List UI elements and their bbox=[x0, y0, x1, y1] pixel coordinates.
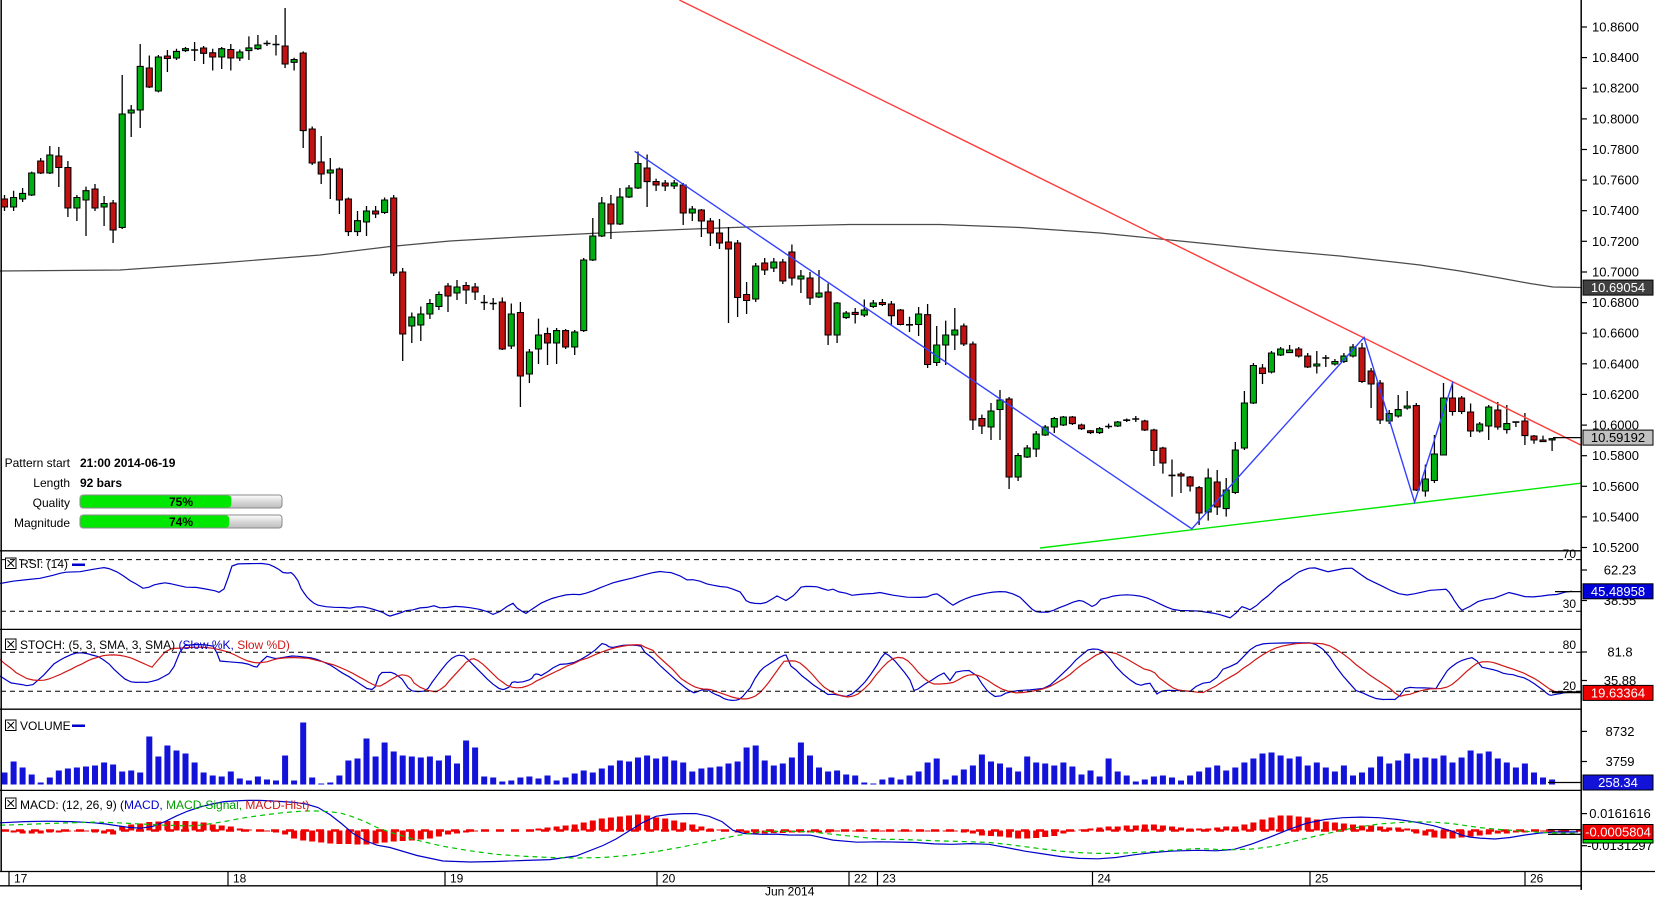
svg-text:30: 30 bbox=[1563, 597, 1577, 611]
svg-text:10.5400: 10.5400 bbox=[1592, 509, 1639, 524]
svg-text:81.8: 81.8 bbox=[1607, 645, 1632, 660]
svg-text:-0.0005804: -0.0005804 bbox=[1585, 825, 1651, 840]
svg-text:17: 17 bbox=[14, 872, 28, 886]
svg-text:19.63364: 19.63364 bbox=[1591, 685, 1645, 700]
svg-text:62.23: 62.23 bbox=[1604, 563, 1637, 578]
svg-text:35.88: 35.88 bbox=[1604, 673, 1637, 688]
svg-text:10.8600: 10.8600 bbox=[1592, 20, 1639, 35]
svg-text:Pattern start: Pattern start bbox=[5, 456, 71, 470]
svg-text:10.5600: 10.5600 bbox=[1592, 479, 1639, 494]
svg-text:Jun 2014: Jun 2014 bbox=[765, 885, 815, 897]
svg-text:Quality: Quality bbox=[33, 496, 70, 510]
svg-text:Length: Length bbox=[33, 476, 70, 490]
svg-text:24: 24 bbox=[1098, 872, 1112, 886]
svg-text:19: 19 bbox=[450, 872, 464, 886]
svg-text:8732: 8732 bbox=[1606, 724, 1635, 739]
svg-text:10.7600: 10.7600 bbox=[1592, 173, 1639, 188]
svg-text:10.59192: 10.59192 bbox=[1591, 430, 1645, 445]
svg-text:STOCH: (5, 3, SMA, 3, SMA) (Sl: STOCH: (5, 3, SMA, 3, SMA) (Slow %K, Slo… bbox=[20, 638, 290, 652]
svg-text:MACD: (12, 26, 9) (MACD, MACD-: MACD: (12, 26, 9) (MACD, MACD-Signal, MA… bbox=[20, 798, 309, 812]
svg-text:22: 22 bbox=[854, 872, 868, 886]
svg-text:10.5200: 10.5200 bbox=[1592, 540, 1639, 555]
svg-text:25: 25 bbox=[1315, 872, 1329, 886]
svg-text:258.34: 258.34 bbox=[1598, 775, 1638, 790]
svg-text:10.8000: 10.8000 bbox=[1592, 111, 1639, 126]
svg-text:10.6400: 10.6400 bbox=[1592, 356, 1639, 371]
svg-text:20: 20 bbox=[1563, 679, 1577, 693]
svg-text:RSI: (14): RSI: (14) bbox=[20, 557, 68, 571]
svg-text:74%: 74% bbox=[169, 515, 193, 529]
svg-text:10.7800: 10.7800 bbox=[1592, 142, 1639, 157]
svg-text:10.6000: 10.6000 bbox=[1592, 418, 1639, 433]
svg-text:10.8200: 10.8200 bbox=[1592, 81, 1639, 96]
svg-text:75%: 75% bbox=[169, 495, 193, 509]
svg-text:VOLUME: VOLUME bbox=[20, 719, 71, 733]
svg-text:0.0161616: 0.0161616 bbox=[1589, 806, 1650, 821]
svg-text:18: 18 bbox=[233, 872, 247, 886]
svg-text:23: 23 bbox=[883, 872, 897, 886]
svg-text:45.48958: 45.48958 bbox=[1591, 584, 1645, 599]
svg-text:10.6200: 10.6200 bbox=[1592, 387, 1639, 402]
svg-text:10.6800: 10.6800 bbox=[1592, 295, 1639, 310]
svg-text:Magnitude: Magnitude bbox=[14, 516, 70, 530]
svg-text:3759: 3759 bbox=[1606, 754, 1635, 769]
svg-text:21:00 2014-06-19: 21:00 2014-06-19 bbox=[80, 456, 176, 470]
svg-text:80: 80 bbox=[1563, 638, 1577, 652]
svg-text:10.8400: 10.8400 bbox=[1592, 50, 1639, 65]
svg-text:10.5800: 10.5800 bbox=[1592, 448, 1639, 463]
svg-text:26: 26 bbox=[1530, 872, 1544, 886]
svg-text:10.6600: 10.6600 bbox=[1592, 326, 1639, 341]
svg-text:10.7400: 10.7400 bbox=[1592, 203, 1639, 218]
svg-text:70: 70 bbox=[1563, 547, 1577, 561]
svg-text:20: 20 bbox=[662, 872, 676, 886]
svg-text:10.7200: 10.7200 bbox=[1592, 234, 1639, 249]
svg-text:10.69054: 10.69054 bbox=[1591, 280, 1645, 295]
svg-text:10.7000: 10.7000 bbox=[1592, 265, 1639, 280]
svg-text:92 bars: 92 bars bbox=[80, 476, 122, 490]
